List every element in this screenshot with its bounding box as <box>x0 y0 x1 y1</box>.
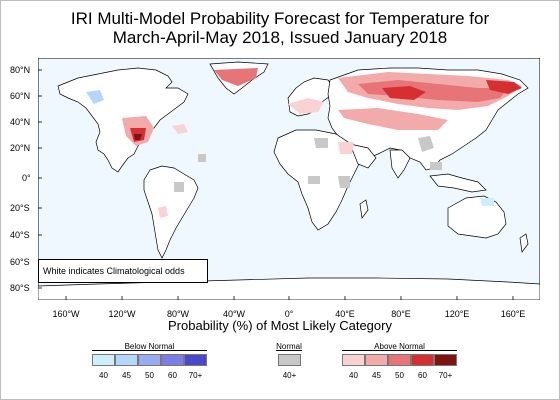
shade-mexico-70 <box>134 134 142 140</box>
shade-middle-east-40 <box>338 142 354 154</box>
axis-ticks <box>38 69 514 300</box>
shade-canada-west-below <box>86 90 104 104</box>
legend-above-swatch-50 <box>388 354 411 366</box>
map-title-line-1: IRI Multi-Model Probability Forecast for… <box>70 9 490 28</box>
legend-below-label-40: 40 <box>99 371 108 380</box>
legend-above-title: Above Normal <box>374 342 425 351</box>
lat-label-80s: 80°S <box>10 283 30 293</box>
shade-east-siberia-60 <box>486 80 522 94</box>
south-america <box>143 165 199 259</box>
shade-central-asia-45 <box>338 108 448 130</box>
climatology-note: White indicates Climatological odds <box>43 266 185 276</box>
legend-below-label-70: 70+ <box>188 371 203 380</box>
legend-below-swatch-45 <box>115 354 138 366</box>
lon-label-80w: 80°W <box>166 309 190 319</box>
lon-label-160w: 160°W <box>52 309 80 319</box>
shade-east-africa-normal <box>338 176 350 188</box>
lat-label-equator: 0° <box>22 173 31 183</box>
lon-label-80e: 80°E <box>391 309 411 319</box>
lat-label-80n: 80°N <box>10 65 31 75</box>
lon-label-40w: 40°W <box>222 309 246 319</box>
legend-below-label-45: 45 <box>122 371 131 380</box>
shade-south-america-40 <box>158 206 168 218</box>
legend-above-swatch-60 <box>411 354 434 366</box>
new-zealand <box>519 233 529 253</box>
shade-sahara-normal <box>314 138 328 148</box>
shade-central-siberia-60 <box>382 86 426 100</box>
legend-below-swatch-50 <box>138 354 161 366</box>
shade-gulf-guinea-normal <box>308 176 320 184</box>
colorbar-axis-title: Probability (%) of Most Likely Category <box>168 318 392 333</box>
lon-label-160e: 160°E <box>500 309 526 319</box>
shade-greenland-50 <box>214 68 258 86</box>
lon-label-120w: 120°W <box>108 309 136 319</box>
legend-above-label-40: 40 <box>349 371 358 380</box>
map-title-line-2: March-April-May 2018, Issued January 201… <box>112 28 448 47</box>
legend-normal-label-40: 40+ <box>282 371 297 380</box>
forecast-shading <box>86 68 522 218</box>
legend-normal-line <box>276 350 302 351</box>
legend-above-line <box>342 350 457 351</box>
legend-normal-swatch-40 <box>278 354 301 366</box>
shade-atlantic-40 <box>172 124 188 134</box>
legend-below-swatch-60 <box>161 354 184 366</box>
madagascar <box>359 199 369 219</box>
legend-below-label-60: 60 <box>168 371 177 380</box>
shade-china-normal <box>418 136 434 152</box>
legend-below-title: Below Normal <box>124 342 175 351</box>
legend-above-label-60: 60 <box>418 371 427 380</box>
climatology-note-box: White indicates Climatological odds <box>38 259 208 283</box>
legend-above-label-70: 70+ <box>438 371 453 380</box>
shade-europe-40 <box>288 98 324 114</box>
lon-label-0: 0° <box>284 309 294 319</box>
legend-above-label-50: 50 <box>395 371 404 380</box>
legend-above-label-45: 45 <box>372 371 381 380</box>
legend-above-swatch-45 <box>365 354 388 366</box>
legend-below-label-50: 50 <box>145 371 154 380</box>
shade-indochina-normal <box>430 162 442 170</box>
legend-below-swatch-70 <box>184 354 207 366</box>
legend-above-swatch-40 <box>342 354 365 366</box>
arabia <box>349 143 377 169</box>
legend-above-swatch-70 <box>434 354 457 366</box>
lat-label-20s: 20°S <box>10 203 30 213</box>
lat-label-60n: 60°N <box>10 91 31 101</box>
shade-siberia-50 <box>358 80 508 102</box>
legend-below-swatch-40 <box>92 354 115 366</box>
lon-label-40e: 40°E <box>335 309 355 319</box>
australia <box>447 195 507 239</box>
lat-label-40n: 40°N <box>10 117 31 127</box>
lat-label-40s: 40°S <box>10 230 30 240</box>
legend-below-line <box>92 350 207 351</box>
lon-label-120e: 120°E <box>444 309 470 319</box>
shade-brazil-normal <box>174 182 184 192</box>
legend-normal-title: Normal <box>276 342 302 351</box>
shade-australia-below <box>480 198 494 206</box>
lat-label-20n: 20°N <box>10 143 31 153</box>
shade-caribbean-normal <box>198 154 206 162</box>
southeast-asia-islands <box>429 173 487 193</box>
lat-label-60s: 60°S <box>10 257 30 267</box>
india <box>389 149 411 179</box>
